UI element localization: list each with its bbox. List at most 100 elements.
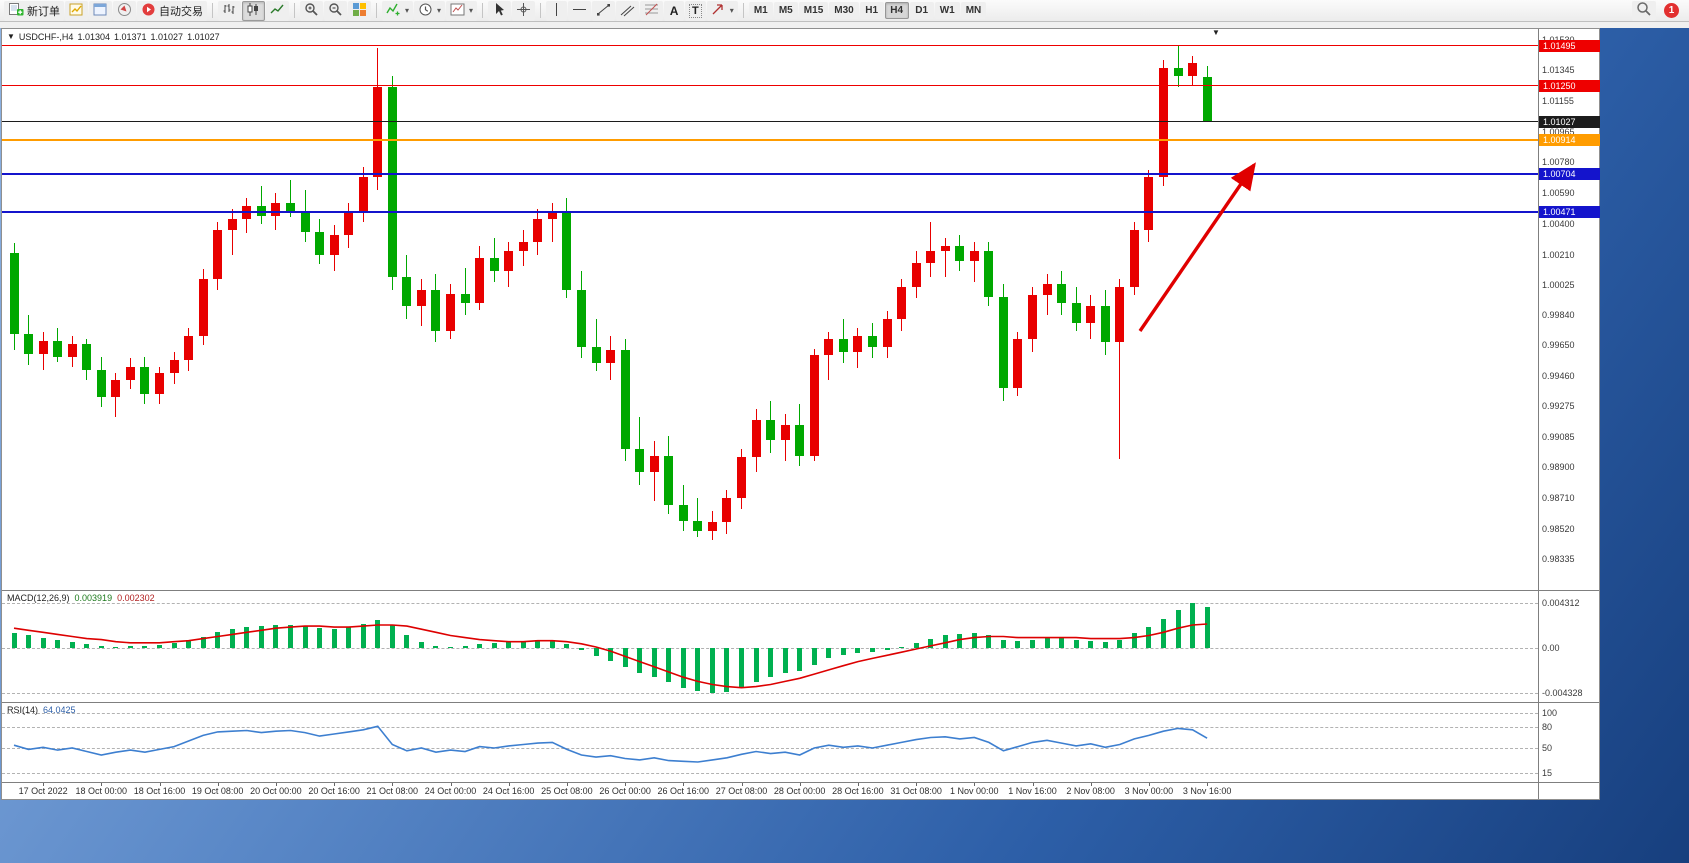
bar-chart-button[interactable] <box>218 0 241 21</box>
time-axis-tick <box>625 783 627 786</box>
timeframe-W1[interactable]: W1 <box>934 2 960 19</box>
arrows-tool-button[interactable]: ▾ <box>706 0 738 21</box>
timeframe-M15[interactable]: M15 <box>798 2 829 19</box>
time-axis-tick <box>43 783 45 786</box>
main-toolbar: 新订单 自动交易 ▾ ▾ ▾ <box>0 0 1689 22</box>
candlestick-button[interactable] <box>242 0 265 21</box>
time-axis-tick <box>159 783 161 786</box>
price-axis-label: 1.00400 <box>1542 218 1575 229</box>
candle-body <box>315 231 325 255</box>
timeframe-H4[interactable]: H4 <box>884 2 909 19</box>
macd-histogram-bar <box>651 648 657 678</box>
zoom-in-button[interactable] <box>300 0 323 21</box>
trend-arrow[interactable] <box>2 29 1538 590</box>
text-label-tool-button[interactable]: T <box>685 0 706 21</box>
candle-body <box>867 335 877 348</box>
candle-body <box>227 218 237 231</box>
autotrading-button[interactable]: 自动交易 <box>137 0 207 21</box>
time-axis-label: 26 Oct 00:00 <box>599 786 651 796</box>
timeframe-M1[interactable]: M1 <box>748 2 773 19</box>
candle-body <box>620 350 630 450</box>
price-axis-label: 0.98710 <box>1542 493 1575 504</box>
time-axis-tick <box>392 783 394 786</box>
horizontal-level-1.01027[interactable] <box>2 121 1538 123</box>
text-tool-button[interactable]: A <box>664 0 685 21</box>
time-axis-tick <box>1090 783 1092 786</box>
candle-body <box>9 252 19 335</box>
pane-separator[interactable] <box>2 782 1599 783</box>
candle-body <box>1071 303 1081 323</box>
horizontal-level-1.00471[interactable] <box>2 211 1538 214</box>
candle-wick <box>1119 278 1121 460</box>
candle-body <box>911 262 921 287</box>
search-button[interactable] <box>1632 0 1656 21</box>
horizontal-level-1.00914[interactable] <box>2 139 1538 142</box>
rsi-gridline <box>2 748 1538 749</box>
ohlc-high: 1.01371 <box>113 32 147 42</box>
dropdown-arrow-icon: ▾ <box>469 6 474 15</box>
timeframe-M5[interactable]: M5 <box>773 2 798 19</box>
vertical-line-tool-button[interactable] <box>546 0 568 21</box>
fibonacci-tool-button[interactable] <box>640 0 664 21</box>
trendline-tool-button[interactable] <box>592 0 616 21</box>
candle-wick <box>1177 45 1179 88</box>
tile-windows-button[interactable] <box>348 0 371 21</box>
time-axis-tick <box>857 783 859 786</box>
cursor-button[interactable] <box>488 0 512 21</box>
candle-body <box>722 498 732 523</box>
toolbar-separator <box>540 3 542 18</box>
horizontal-line-tool-button[interactable] <box>568 0 592 21</box>
macd-histogram-bar <box>695 648 701 691</box>
macd-main-value: 0.003919 <box>74 593 113 603</box>
horizontal-level-1.00704[interactable] <box>2 173 1538 176</box>
pane-separator[interactable] <box>2 702 1599 703</box>
candle-body <box>358 176 368 213</box>
chart-shift-marker[interactable]: ▼ <box>1212 29 1220 37</box>
ohlc-close: 1.01027 <box>187 32 220 42</box>
time-axis[interactable]: 17 Oct 2022 18 Oct 00:00 18 Oct 16:00 19 Oc… <box>2 783 1538 799</box>
clock-icon <box>418 2 433 20</box>
candle-wick <box>973 241 975 283</box>
timeframe-MN[interactable]: MN <box>960 2 987 19</box>
timeframe-H1[interactable]: H1 <box>859 2 884 19</box>
candle-body <box>1100 306 1110 343</box>
zoom-out-button[interactable] <box>324 0 347 21</box>
periods-button[interactable]: ▾ <box>414 0 446 21</box>
market-watch-button[interactable] <box>65 0 88 21</box>
rsi-pane[interactable]: RSI(14) 64.0425 <box>2 703 1538 782</box>
search-icon <box>1636 1 1652 20</box>
macd-histogram-bar <box>1160 618 1166 648</box>
horizontal-level-1.01495[interactable] <box>2 45 1538 47</box>
data-window-button[interactable] <box>89 0 112 21</box>
horizontal-level-1.01250[interactable] <box>2 85 1538 87</box>
macd-histogram-bar <box>1117 639 1123 648</box>
macd-histogram-bar <box>462 645 468 648</box>
candle-body <box>562 212 572 291</box>
macd-histogram-bar <box>433 645 439 648</box>
indicators-button[interactable]: ▾ <box>382 0 414 21</box>
one-click-collapse-icon[interactable]: ▼ <box>7 32 15 41</box>
dropdown-arrow-icon: ▾ <box>729 6 734 15</box>
navigator-button[interactable] <box>113 0 136 21</box>
crosshair-button[interactable] <box>512 0 536 21</box>
pane-separator[interactable] <box>2 590 1599 591</box>
templates-button[interactable]: ▾ <box>446 0 478 21</box>
candle-wick <box>828 332 830 380</box>
price-scale[interactable]: 1.015301.013451.011551.009651.007801.005… <box>1538 29 1600 799</box>
channel-tool-button[interactable] <box>616 0 640 21</box>
price-pane[interactable]: ▼ USDCHF-,H4 1.01304 1.01371 1.01027 1.0… <box>2 29 1538 590</box>
candle-body <box>940 246 950 252</box>
candle-body <box>125 366 135 380</box>
candle-body <box>751 420 761 458</box>
timeframe-M30[interactable]: M30 <box>829 2 859 19</box>
line-chart-button[interactable] <box>266 0 289 21</box>
new-order-button[interactable]: 新订单 <box>4 0 64 21</box>
toolbar-separator <box>482 3 484 18</box>
timeframe-D1[interactable]: D1 <box>909 2 934 19</box>
rsi-name: RSI(14) <box>7 705 39 715</box>
notification-badge[interactable]: 1 <box>1664 3 1679 18</box>
macd-histogram-bar <box>1015 640 1021 648</box>
macd-pane[interactable]: MACD(12,26,9) 0.003919 0.002302 <box>2 591 1538 702</box>
candle-body <box>504 251 514 271</box>
macd-histogram-bar <box>797 648 803 671</box>
